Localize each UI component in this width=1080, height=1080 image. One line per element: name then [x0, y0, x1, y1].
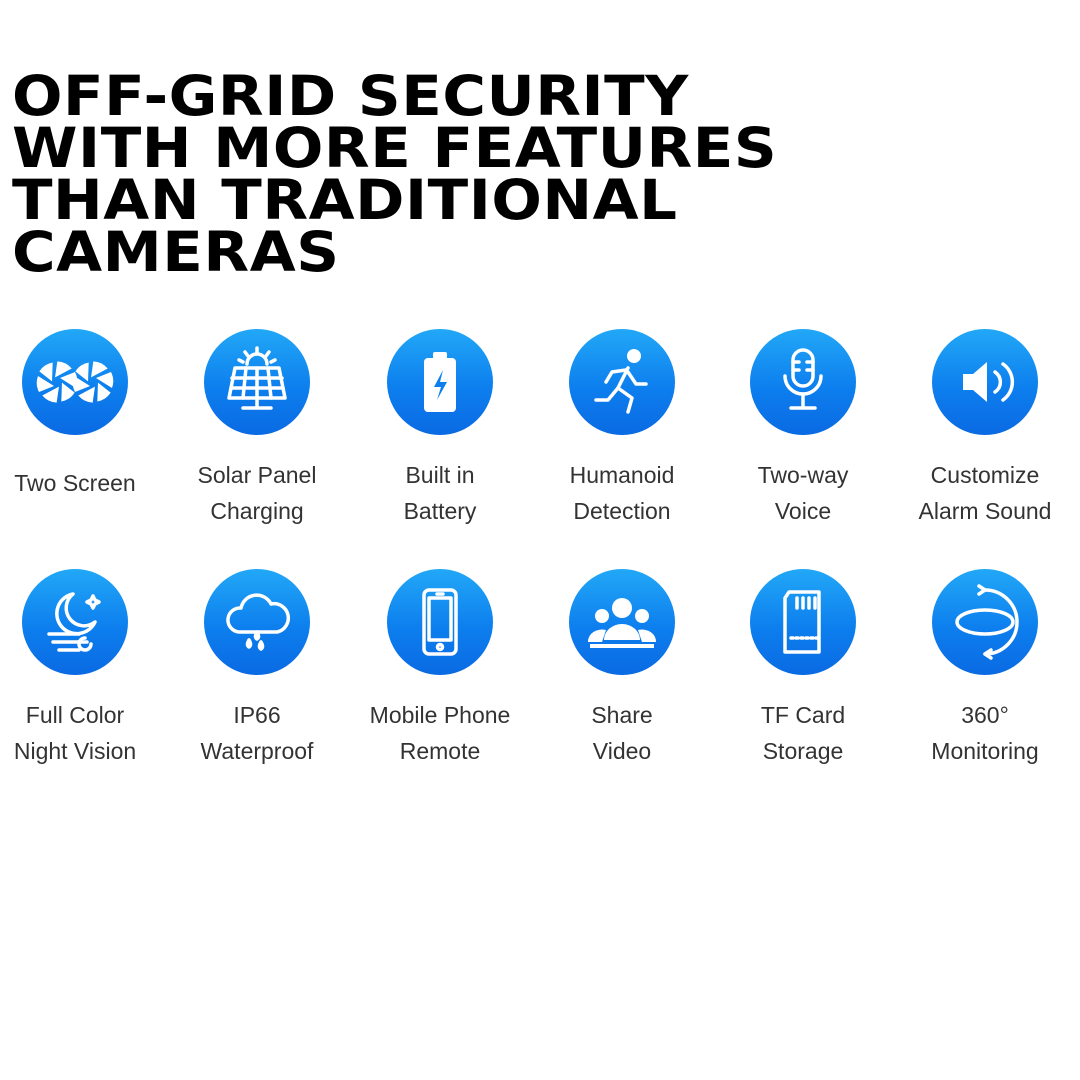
headline-line: OFF-GRID SECURITY	[12, 64, 689, 128]
feature-label: TF Card Storage	[713, 697, 893, 769]
feature-icon-badge	[569, 329, 675, 435]
feature-item: Two Screen	[0, 329, 165, 501]
feature-label-line: Storage	[762, 738, 844, 764]
battery-icon	[424, 352, 456, 412]
feature-item: Humanoid Detection	[532, 329, 712, 529]
feature-label: Solar Panel Charging	[167, 457, 347, 529]
feature-icon-badge	[387, 329, 493, 435]
feature-icon-badge	[204, 569, 310, 675]
running-person-icon	[594, 349, 648, 414]
feature-label: Two Screen	[0, 465, 165, 501]
feature-label-line: Battery	[403, 498, 477, 524]
feature-icon-badge	[204, 329, 310, 435]
feature-item: Two-way Voice	[713, 329, 893, 529]
feature-icon-badge	[932, 569, 1038, 675]
night-moon-icon	[47, 592, 101, 652]
speaker-icon	[963, 362, 1015, 402]
headline-line: CAMERAS	[12, 220, 340, 284]
feature-label-line: Voice	[774, 498, 832, 524]
sd-card-icon	[783, 590, 821, 654]
feature-label-line: Solar Panel	[197, 462, 317, 488]
feature-label-line: Alarm Sound	[918, 498, 1052, 524]
two-screen-icon	[36, 361, 114, 403]
feature-label-line: IP66	[233, 702, 281, 728]
feature-item: Full Color Night Vision	[0, 569, 165, 769]
feature-label: Humanoid Detection	[532, 457, 712, 529]
feature-label-line: Detection	[573, 498, 671, 524]
feature-item: TF Card Storage	[713, 569, 893, 769]
feature-label: 360° Monitoring	[895, 697, 1075, 769]
feature-label: IP66 Waterproof	[167, 697, 347, 769]
feature-label: Two-way Voice	[713, 457, 893, 529]
feature-icon-badge	[750, 569, 856, 675]
feature-label-line: Monitoring	[931, 738, 1039, 764]
feature-label-line: Full Color	[25, 702, 125, 728]
feature-icon-badge	[569, 569, 675, 675]
feature-item: Solar Panel Charging	[167, 329, 347, 529]
feature-icon-badge	[22, 329, 128, 435]
feature-item: Customize Alarm Sound	[895, 329, 1075, 529]
feature-label-line: Remote	[399, 738, 481, 764]
feature-label: Share Video	[532, 697, 712, 769]
headline: OFF-GRID SECURITY WITH MORE FEATURES THA…	[12, 64, 778, 284]
feature-label-line: Mobile Phone	[369, 702, 511, 728]
feature-label-line: 360°	[961, 702, 1009, 728]
feature-label-line: TF Card	[760, 702, 846, 728]
feature-icon-badge	[750, 329, 856, 435]
feature-label-line: Built in	[405, 462, 475, 488]
feature-item: 360° Monitoring	[895, 569, 1075, 769]
solar-panel-icon	[227, 346, 287, 410]
feature-label: Built in Battery	[350, 457, 530, 529]
mobile-phone-icon	[422, 588, 458, 656]
feature-icon-badge	[387, 569, 493, 675]
feature-label-line: Share	[591, 702, 653, 728]
feature-label-line: Two Screen	[14, 470, 136, 496]
group-users-icon	[587, 598, 657, 648]
microphone-icon	[783, 348, 823, 410]
feature-item: Share Video	[532, 569, 712, 769]
feature-label: Full Color Night Vision	[0, 697, 165, 769]
feature-label: Customize Alarm Sound	[895, 457, 1075, 529]
feature-label-line: Customize	[930, 462, 1040, 488]
feature-label-line: Night Vision	[13, 738, 137, 764]
headline-line: THAN TRADITIONAL	[12, 168, 678, 232]
feature-icon-badge	[932, 329, 1038, 435]
feature-label: Mobile Phone Remote	[350, 697, 530, 769]
headline-line: WITH MORE FEATURES	[12, 116, 778, 180]
feature-label-line: Video	[592, 738, 652, 764]
feature-label-line: Waterproof	[200, 738, 314, 764]
feature-label-line: Humanoid	[569, 462, 675, 488]
feature-label-line: Charging	[210, 498, 304, 524]
feature-label-line: Two-way	[757, 462, 849, 488]
feature-icon-badge	[22, 569, 128, 675]
feature-item: IP66 Waterproof	[167, 569, 347, 769]
feature-item: Mobile Phone Remote	[350, 569, 530, 769]
feature-item: Built in Battery	[350, 329, 530, 529]
rain-cloud-icon	[226, 593, 290, 651]
rotate-360-icon	[955, 584, 1019, 660]
